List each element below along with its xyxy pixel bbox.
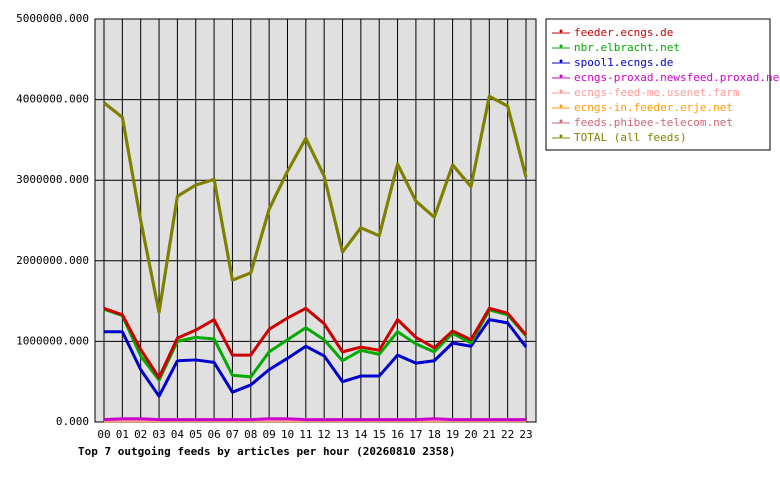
y-tick-label: 3000000.000 — [16, 173, 89, 186]
x-tick-label: 15 — [373, 428, 386, 441]
x-tick-label: 14 — [354, 428, 368, 441]
x-tick-label: 22 — [501, 428, 514, 441]
x-tick-label: 16 — [391, 428, 404, 441]
legend-marker — [559, 119, 563, 123]
x-tick-label: 05 — [189, 428, 202, 441]
x-tick-label: 11 — [299, 428, 312, 441]
legend-marker — [559, 89, 563, 93]
x-tick-label: 08 — [244, 428, 257, 441]
x-tick-label: 00 — [97, 428, 110, 441]
legend-label: spool1.ecngs.de — [574, 56, 673, 69]
legend-label: ecngs-proxad.newsfeed.proxad.net — [574, 71, 780, 84]
x-tick-label: 13 — [336, 428, 349, 441]
series-line — [103, 306, 528, 380]
chart-title: Top 7 outgoing feeds by articles per hou… — [78, 445, 456, 458]
legend-marker — [559, 74, 563, 78]
legend-label: TOTAL (all feeds) — [574, 131, 687, 144]
x-tick-label: 07 — [226, 428, 239, 441]
legend-marker — [559, 29, 563, 33]
legend-marker — [559, 104, 563, 108]
series-line — [104, 318, 528, 398]
legend-marker — [559, 44, 563, 48]
x-tick-label: 02 — [134, 428, 147, 441]
series-line — [103, 94, 528, 314]
y-tick-label: 4000000.000 — [16, 93, 89, 106]
x-tick-label: 18 — [428, 428, 441, 441]
legend-label: ecngs-in.feeder.erje.net — [574, 101, 733, 114]
x-tick-label: 01 — [116, 428, 129, 441]
legend-label: nbr.elbracht.net — [574, 41, 680, 54]
y-tick-label: 1000000.000 — [16, 334, 89, 347]
legend-marker — [559, 59, 563, 63]
x-tick-label: 23 — [519, 428, 532, 441]
legend-label: ecngs-feed-me.usenet.farm — [574, 86, 740, 99]
x-tick-label: 12 — [318, 428, 331, 441]
x-tick-label: 19 — [446, 428, 459, 441]
x-tick-label: 17 — [409, 428, 422, 441]
legend-label: feeds.phibee-telecom.net — [574, 116, 733, 129]
y-tick-label: 0.000 — [56, 415, 89, 428]
x-tick-label: 09 — [263, 428, 276, 441]
legend-marker — [559, 134, 563, 138]
legend-box — [545, 18, 771, 151]
y-tick-label: 5000000.000 — [16, 12, 89, 25]
x-tick-label: 10 — [281, 428, 294, 441]
x-tick-label: 06 — [207, 428, 220, 441]
plot-area — [94, 18, 537, 423]
y-tick-label: 2000000.000 — [16, 254, 89, 267]
series-line — [103, 417, 526, 422]
x-tick-label: 03 — [152, 428, 165, 441]
x-tick-label: 20 — [464, 428, 477, 441]
x-tick-label: 04 — [171, 428, 185, 441]
x-tick-label: 21 — [483, 428, 496, 441]
legend-label: feeder.ecngs.de — [574, 26, 673, 39]
